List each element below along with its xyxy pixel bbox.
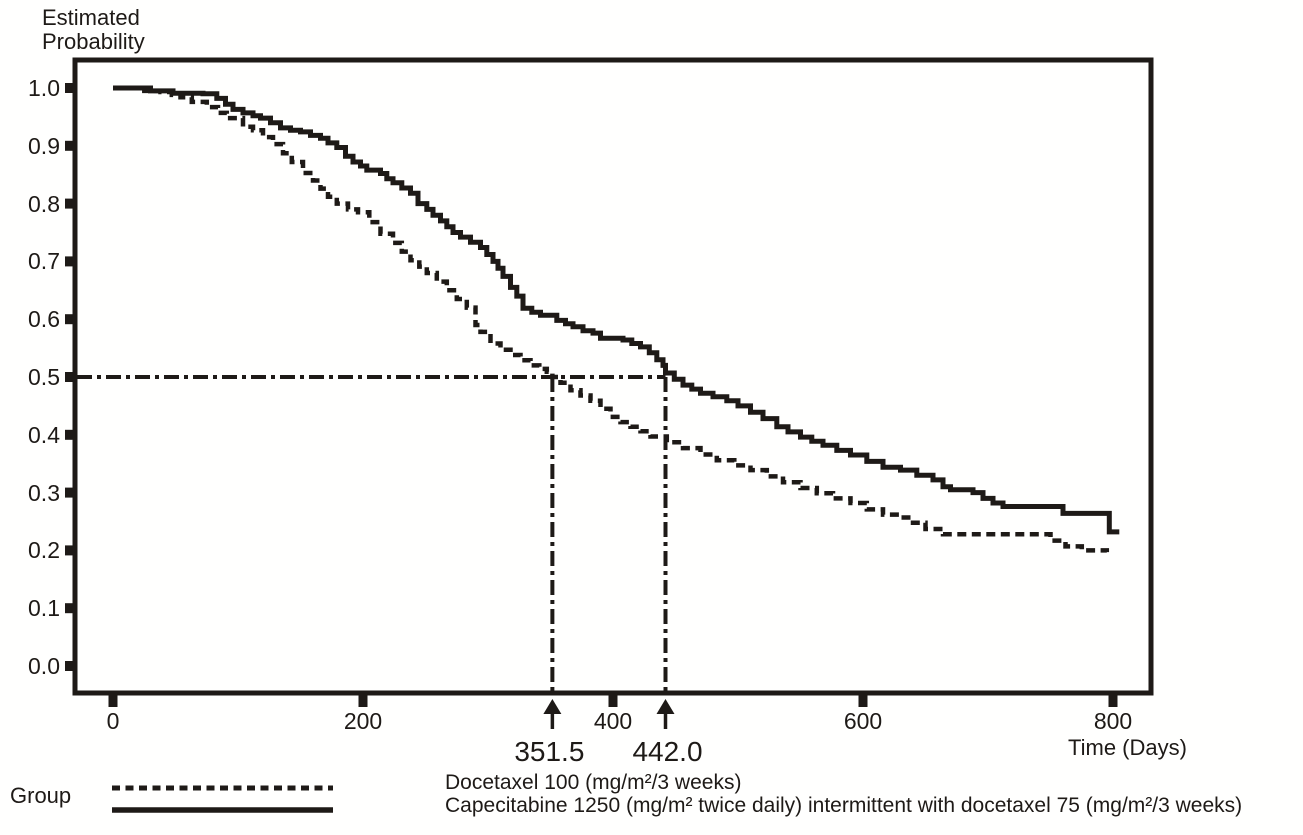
survival-curve-dashed [113, 85, 1110, 553]
y-tick-label: 0.3 [28, 479, 60, 506]
y-tick-mark [65, 429, 76, 440]
y-axis-title-line2: Probability [42, 29, 145, 54]
legend-group-label: Group [10, 783, 72, 808]
y-tick-mark [65, 545, 76, 556]
median-label-docetaxel: 351.5 [514, 736, 585, 767]
y-tick-label: 0.6 [28, 306, 60, 333]
x-tick-label: 400 [593, 708, 633, 734]
y-axis-title-line1: Estimated [42, 5, 140, 30]
y-tick-mark [65, 372, 76, 382]
y-tick-mark [65, 83, 76, 93]
y-tick-mark [65, 198, 76, 209]
y-tick-label: 0.1 [28, 595, 60, 622]
y-tick-label: 1.0 [28, 75, 60, 101]
legend-entry-capecitabine: Capecitabine 1250 (mg/m² twice daily) in… [445, 794, 1243, 817]
median-label-capecitabine: 442.0 [632, 736, 703, 767]
y-tick-mark [65, 487, 76, 498]
legend-solid-line-sample [112, 807, 333, 813]
y-tick-label: 0.7 [28, 248, 60, 275]
median-arrow-head [656, 699, 675, 714]
x-axis-title: Time (Days) [1068, 735, 1187, 760]
y-tick-mark [65, 314, 76, 325]
median-arrow-head [543, 699, 562, 714]
x-tick-mark [608, 695, 618, 707]
y-tick-mark [65, 603, 76, 614]
y-tick-mark [65, 256, 76, 267]
x-tick-label: 0 [106, 708, 120, 734]
x-tick-mark [358, 695, 368, 707]
y-tick-label: 0.9 [28, 132, 60, 159]
x-tick-label: 600 [843, 708, 883, 734]
x-tick-mark [108, 695, 118, 707]
x-tick-label: 200 [343, 708, 383, 734]
y-tick-label: 0.0 [28, 653, 60, 679]
y-axis-title: Estimated Probability [42, 6, 145, 54]
y-tick-label: 0.8 [28, 190, 60, 217]
x-tick-label: 800 [1093, 708, 1133, 734]
y-tick-label: 0.5 [28, 364, 60, 390]
x-tick-mark [1108, 695, 1118, 707]
y-tick-label: 0.2 [28, 537, 60, 564]
legend-entry-docetaxel: Docetaxel 100 (mg/m²/3 weeks) [445, 771, 742, 794]
x-tick-mark [858, 695, 868, 707]
legend-dashed-line-sample [112, 785, 333, 791]
y-tick-mark [65, 140, 76, 151]
survival-curve-solid [113, 85, 1120, 535]
y-tick-label: 0.4 [28, 421, 60, 448]
y-tick-mark [65, 661, 76, 671]
